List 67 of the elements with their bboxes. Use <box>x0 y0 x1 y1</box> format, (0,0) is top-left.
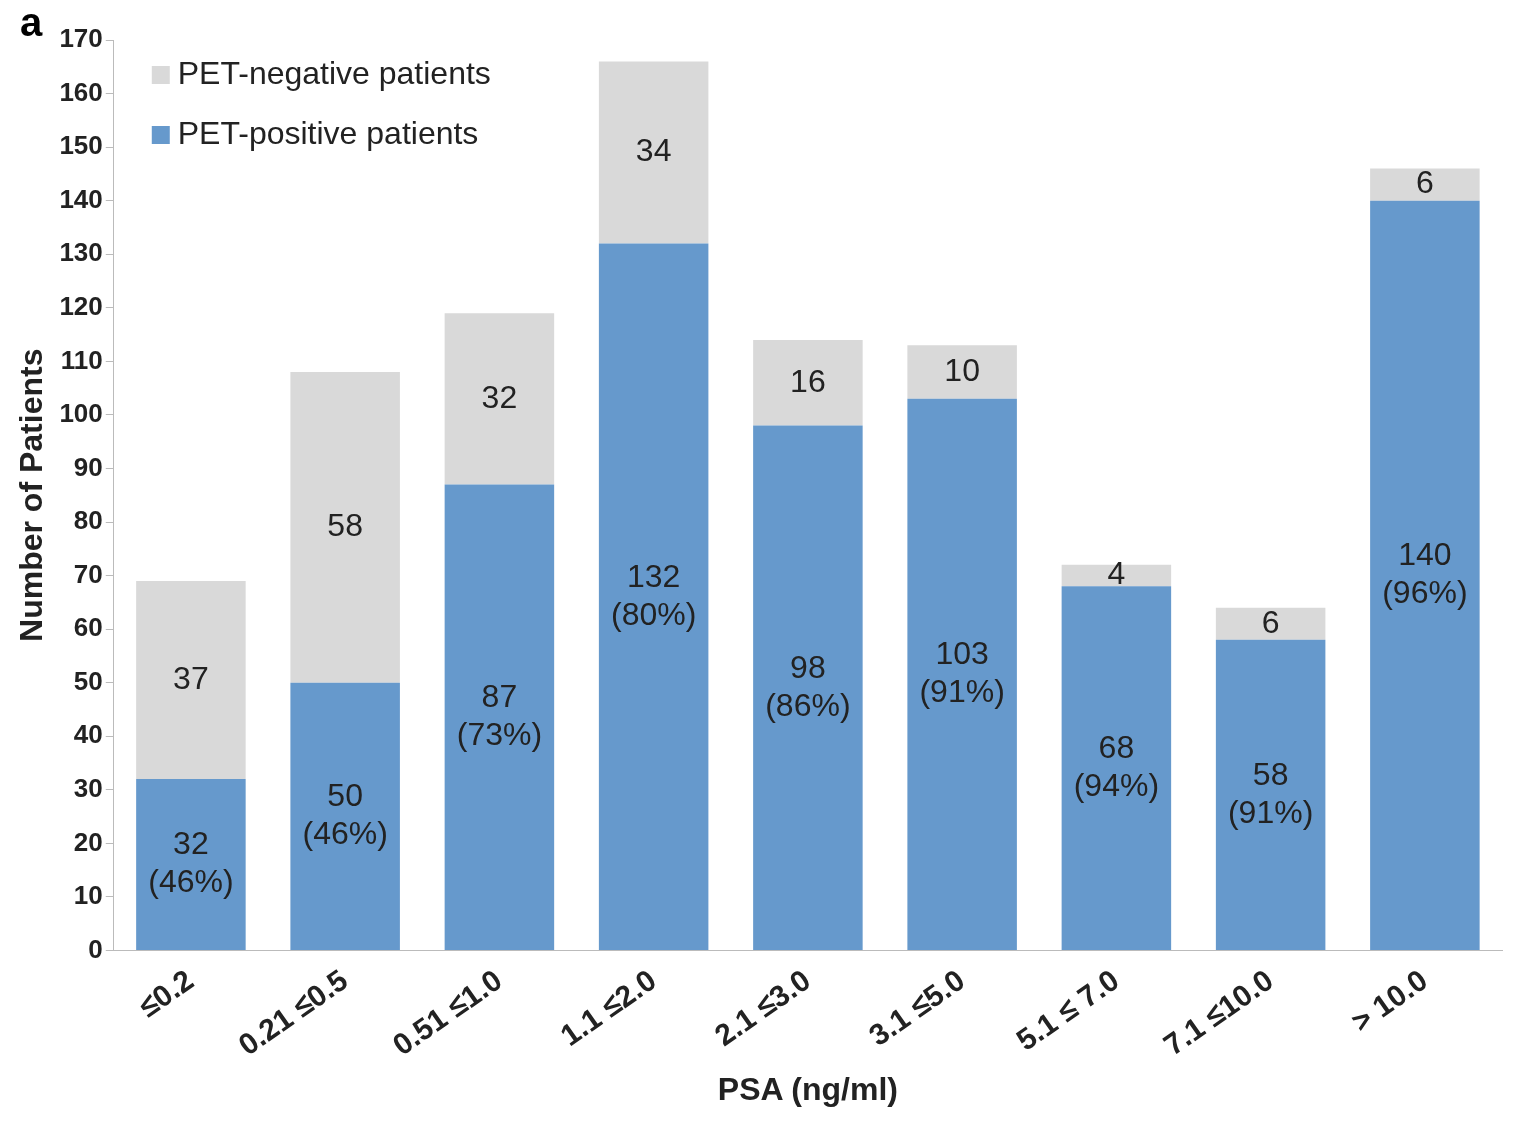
y-tick-label: 20 <box>73 826 103 857</box>
y-tick-label: 30 <box>73 772 103 803</box>
y-tick-label: 110 <box>60 344 103 375</box>
bar <box>136 580 246 780</box>
data-label: 10 <box>944 351 980 388</box>
bar <box>444 313 555 485</box>
bar <box>598 61 709 244</box>
bar <box>907 345 1017 399</box>
y-tick-label: 80 <box>73 505 103 536</box>
x-tick-label: > 10.0 <box>1345 962 1434 1039</box>
bar <box>1370 168 1480 201</box>
data-label: 98 (86%) <box>765 648 851 723</box>
data-label: 32 (46%) <box>148 825 234 900</box>
y-tick-label: 150 <box>59 130 103 161</box>
y-tick-label: 10 <box>73 880 103 911</box>
bar <box>1061 564 1172 587</box>
y-tick-label: 0 <box>88 933 103 964</box>
bar <box>1061 586 1172 950</box>
data-label: 68 (94%) <box>1073 728 1160 803</box>
bar <box>598 243 709 950</box>
x-tick-label: 5.1 ≤ 7.0 <box>1010 962 1125 1057</box>
x-axis-title: PSA (ng/ml) <box>717 1070 898 1107</box>
data-label: 6 <box>1415 164 1434 201</box>
x-tick-label: 0.51 ≤1.0 <box>386 962 508 1062</box>
bar <box>1370 200 1480 950</box>
data-label: 6 <box>1261 603 1280 640</box>
x-tick-label: ≤0.2 <box>132 962 200 1024</box>
data-label: 16 <box>790 362 826 399</box>
text: a <box>20 0 43 45</box>
data-label: 132 (80%) <box>610 557 697 632</box>
y-tick-label: 120 <box>59 290 103 321</box>
y-tick-label: 40 <box>73 719 103 750</box>
data-label: 4 <box>1107 555 1126 592</box>
y-tick-label: 140 <box>59 183 103 214</box>
data-label: 50 (46%) <box>302 777 388 852</box>
y-tick-label: 60 <box>73 612 103 643</box>
x-tick-label: 1.1 ≤2.0 <box>554 962 662 1052</box>
bar <box>444 484 555 950</box>
bar <box>290 372 400 683</box>
legend-label: PET-negative patients <box>177 54 491 91</box>
data-label: 103 (91%) <box>919 635 1005 710</box>
y-tick-label: 130 <box>59 237 103 268</box>
y-tick-label: 90 <box>73 451 103 482</box>
bar <box>907 398 1017 950</box>
y-tick-label: 160 <box>59 76 103 107</box>
bar <box>753 425 863 950</box>
y-tick-label: 100 <box>59 398 103 429</box>
legend-label: PET-positive patients <box>177 114 479 151</box>
data-label: 32 <box>481 378 518 415</box>
y-tick-label: 50 <box>73 665 103 696</box>
x-tick-label: 3.1 ≤5.0 <box>862 962 971 1052</box>
bar <box>1215 639 1326 950</box>
x-tick-label: 2.1 ≤3.0 <box>708 962 817 1052</box>
data-label: 140 (96%) <box>1382 536 1468 611</box>
data-label: 58 (91%) <box>1227 755 1314 830</box>
bar <box>1215 607 1326 640</box>
bar <box>290 682 400 950</box>
data-label: 37 <box>173 659 209 696</box>
x-tick-label: 0.21 ≤0.5 <box>232 962 354 1062</box>
data-label: 58 <box>327 507 363 544</box>
bar <box>136 779 246 950</box>
y-axis-title: Number of Patients <box>13 348 50 642</box>
y-tick-label: 170 <box>59 23 103 54</box>
bar <box>753 339 863 426</box>
y-tick-label: 70 <box>73 558 103 589</box>
data-label: 87 (73%) <box>456 678 543 753</box>
data-label: 34 <box>635 132 672 169</box>
